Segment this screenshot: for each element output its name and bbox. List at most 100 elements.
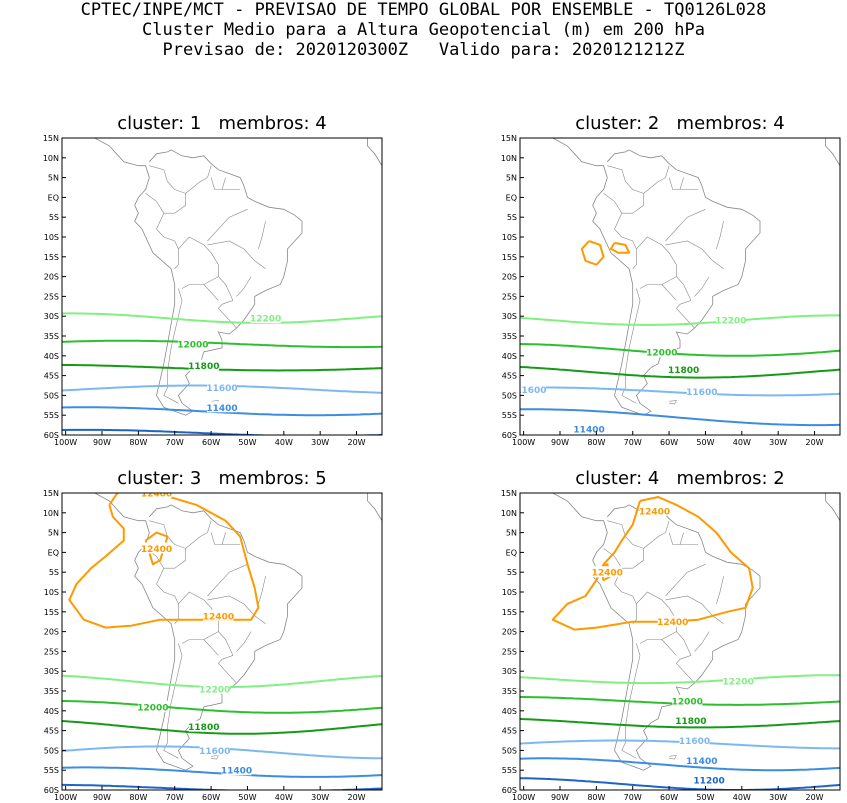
country-border (156, 568, 179, 624)
lon-tick-label: 60W (202, 793, 220, 802)
country-border (163, 643, 183, 759)
lon-tick-label: 70W (624, 438, 642, 447)
lat-tick-label: 15S (44, 253, 59, 262)
contour-label: 12400 (657, 618, 688, 628)
lat-tick-label: 15N (43, 134, 59, 143)
contour-label: 11600 (679, 737, 710, 747)
contour-line (520, 386, 840, 397)
contour-label-bg (137, 700, 168, 712)
contour-label: 12200 (715, 317, 746, 327)
country-border (218, 308, 237, 329)
panel-3-title: cluster: 3 membros: 5 (117, 468, 327, 489)
country-border (668, 532, 699, 545)
lat-tick-label: EQ (506, 548, 517, 557)
map-frame (519, 137, 841, 436)
contour-label: 12200 (723, 678, 754, 688)
country-border (621, 643, 641, 759)
country-border (694, 631, 710, 652)
lat-tick-label: 15S (502, 608, 517, 617)
country-border (614, 568, 637, 624)
coastline (84, 130, 117, 134)
lat-tick-label: 20S (502, 628, 517, 637)
lat-tick-label: 10S (502, 588, 517, 597)
lon-tick-label: 40W (733, 793, 751, 802)
lat-tick-label: 25S (44, 647, 59, 656)
lat-tick-label: 60S (502, 786, 517, 795)
contour-label: 11600 (686, 388, 717, 398)
contour-line (62, 339, 382, 349)
contour-loop-12400 (580, 240, 605, 266)
map-panel-3: 12400 12400 12400 12200 12000 11800 11600 11400… (43, 489, 383, 802)
contour-label-bg (672, 694, 703, 706)
coastline (542, 485, 575, 489)
lon-tick-label: 90W (93, 438, 111, 447)
panel-1-title: cluster: 1 membros: 4 (117, 113, 327, 134)
lon-tick-label: 90W (93, 793, 111, 802)
country-border (221, 177, 226, 190)
lat-tick-label: 5N (48, 174, 59, 183)
country-border (218, 276, 234, 309)
island (669, 755, 677, 760)
country-border (603, 520, 644, 569)
lat-tick-label: 60S (44, 786, 59, 795)
lon-tick-label: 40W (275, 793, 293, 802)
lat-tick-label: 5S (49, 213, 59, 222)
country-border (258, 576, 266, 604)
lat-tick-label: 45S (44, 372, 59, 381)
contour-label: 11600 (199, 747, 230, 757)
contour-label-bg (141, 542, 172, 554)
lat-tick-label: 20S (502, 273, 517, 282)
coastline (367, 493, 382, 522)
lat-tick-label: 5S (507, 568, 517, 577)
country-border (207, 240, 266, 269)
lon-tick-label: 50W (238, 438, 256, 447)
lon-tick-label: 30W (769, 438, 787, 447)
coastline (550, 138, 761, 416)
contour-label: 12000 (646, 348, 677, 358)
lon-tick-label: 20W (805, 793, 823, 802)
contour-label-bg (520, 383, 546, 395)
country-border (676, 663, 695, 684)
country-border (668, 177, 699, 190)
contour-line (62, 312, 382, 324)
lat-tick-label: 10S (44, 233, 59, 242)
contour-label-bg (188, 359, 219, 371)
contour-line (520, 757, 840, 772)
contour-loop-12400 (551, 496, 754, 631)
contour-label: 12200 (199, 686, 230, 696)
map-frame (61, 492, 383, 791)
panel-4-title: cluster: 4 membros: 2 (575, 468, 785, 489)
lat-tick-label: 45S (44, 727, 59, 736)
lon-tick-label: 60W (660, 793, 678, 802)
contour-label-bg (723, 675, 754, 687)
map-frame (519, 492, 841, 791)
contour-label: 12000 (137, 703, 168, 713)
lat-tick-label: 55S (502, 766, 517, 775)
country-border (156, 213, 179, 269)
country-border (210, 177, 241, 190)
country-border (236, 276, 252, 297)
lon-tick-label: 90W (551, 793, 569, 802)
country-border (661, 639, 677, 656)
panel-2-title: cluster: 2 membros: 4 (575, 113, 785, 134)
lat-tick-label: 5N (506, 529, 517, 538)
lon-tick-label: 80W (587, 793, 605, 802)
lon-tick-label: 20W (805, 438, 823, 447)
contour-label-bg (199, 683, 230, 695)
contour-label: 11600 (515, 386, 546, 396)
lon-tick-label: 100W (54, 793, 77, 802)
lon-tick-label: 30W (311, 793, 329, 802)
contour-label-bg (657, 615, 688, 627)
lon-tick-label: 40W (733, 438, 751, 447)
lon-tick-label: 30W (769, 793, 787, 802)
lat-tick-label: 5S (49, 568, 59, 577)
lat-tick-label: 45S (502, 372, 517, 381)
country-border (207, 595, 266, 624)
contour-label-bg (592, 566, 623, 578)
coastline (367, 138, 382, 167)
contour-label: 12400 (141, 545, 172, 555)
country-border (185, 165, 212, 194)
lon-tick-label: 80W (129, 438, 147, 447)
contour-line (520, 366, 840, 379)
country-border (694, 276, 710, 297)
